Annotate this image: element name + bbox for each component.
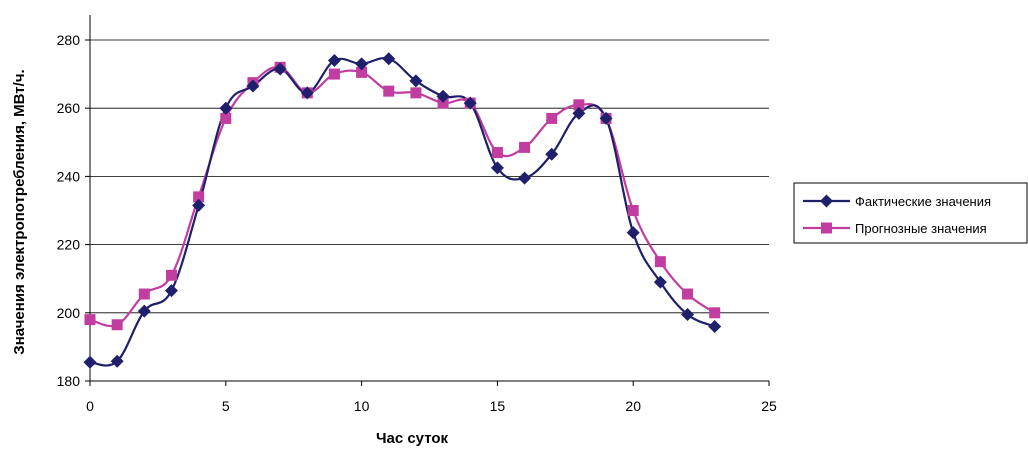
- data-point-series-1: [138, 288, 150, 300]
- series-markers: [83, 52, 722, 369]
- data-point-series-1: [491, 147, 503, 159]
- series-lines: [89, 56, 716, 367]
- legend-label-1: Прогнозные значения: [855, 221, 987, 236]
- legend-marker-1: [821, 222, 832, 234]
- series-line-1: [89, 65, 716, 328]
- data-point-series-0: [463, 96, 477, 110]
- y-tick-label: 220: [57, 237, 81, 253]
- data-point-series-0: [219, 101, 233, 115]
- data-point-series-0: [572, 106, 586, 120]
- data-point-series-1: [709, 307, 721, 319]
- data-point-series-1: [111, 319, 123, 331]
- data-point-series-0: [409, 74, 423, 88]
- legend-box: [793, 182, 1028, 244]
- y-tick-labels: 180 200 220 240 260 280: [57, 32, 81, 389]
- data-point-series-0: [436, 89, 450, 103]
- data-point-series-1: [356, 66, 368, 78]
- x-tick-label: 0: [86, 398, 94, 414]
- data-point-series-0: [355, 57, 369, 71]
- x-tick-label: 5: [222, 398, 230, 414]
- data-point-series-1: [519, 141, 531, 153]
- data-point-series-0: [83, 355, 97, 369]
- data-point-series-1: [546, 112, 558, 124]
- x-tick-label: 20: [625, 398, 641, 414]
- gridlines: [90, 39, 769, 314]
- data-point-series-0: [599, 111, 613, 125]
- x-tick-labels: 0 5 10 15 20 25: [86, 398, 777, 414]
- data-point-series-0: [246, 79, 260, 93]
- data-point-series-0: [300, 86, 314, 100]
- data-point-series-1: [383, 85, 395, 97]
- data-point-series-0: [518, 171, 532, 185]
- data-point-series-0: [382, 52, 396, 66]
- data-point-series-1: [84, 314, 96, 326]
- y-axis-title: Значения электропотребления, МВт/ч.: [11, 69, 28, 354]
- data-point-series-0: [653, 275, 667, 289]
- data-point-series-0: [545, 147, 559, 161]
- data-point-series-1: [682, 288, 694, 300]
- x-axis-title: Час суток: [376, 430, 449, 447]
- data-point-series-0: [110, 354, 124, 368]
- data-point-series-0: [708, 319, 722, 333]
- data-point-series-1: [654, 256, 666, 268]
- legend: Фактические значения Прогнозные значения: [793, 182, 1028, 244]
- y-tick-label: 260: [57, 100, 81, 116]
- data-point-series-0: [192, 198, 206, 212]
- data-point-series-1: [573, 99, 585, 111]
- data-point-series-1: [627, 205, 639, 216]
- data-point-series-1: [410, 87, 422, 99]
- data-point-series-1: [165, 269, 177, 281]
- data-point-series-1: [193, 191, 205, 203]
- legend-marker-0: [820, 194, 833, 208]
- series-line-0: [89, 56, 716, 367]
- x-tick-label: 10: [354, 398, 370, 414]
- axes: [85, 15, 770, 386]
- y-tick-label: 280: [57, 32, 81, 48]
- y-tick-label: 240: [57, 168, 81, 184]
- x-tick-label: 25: [761, 398, 777, 414]
- legend-label-0: Фактические значения: [855, 194, 991, 209]
- data-point-series-0: [490, 161, 504, 175]
- data-point-series-0: [137, 304, 151, 318]
- data-point-series-1: [220, 112, 232, 124]
- x-tick-label: 15: [490, 398, 506, 414]
- data-point-series-0: [327, 53, 341, 67]
- data-point-series-0: [273, 62, 287, 76]
- data-point-series-0: [164, 284, 178, 298]
- data-point-series-1: [328, 68, 340, 80]
- y-tick-label: 200: [57, 305, 81, 321]
- data-point-series-0: [681, 308, 695, 322]
- data-point-series-1: [437, 97, 449, 109]
- y-tick-label: 180: [57, 373, 81, 389]
- data-point-series-0: [626, 226, 640, 240]
